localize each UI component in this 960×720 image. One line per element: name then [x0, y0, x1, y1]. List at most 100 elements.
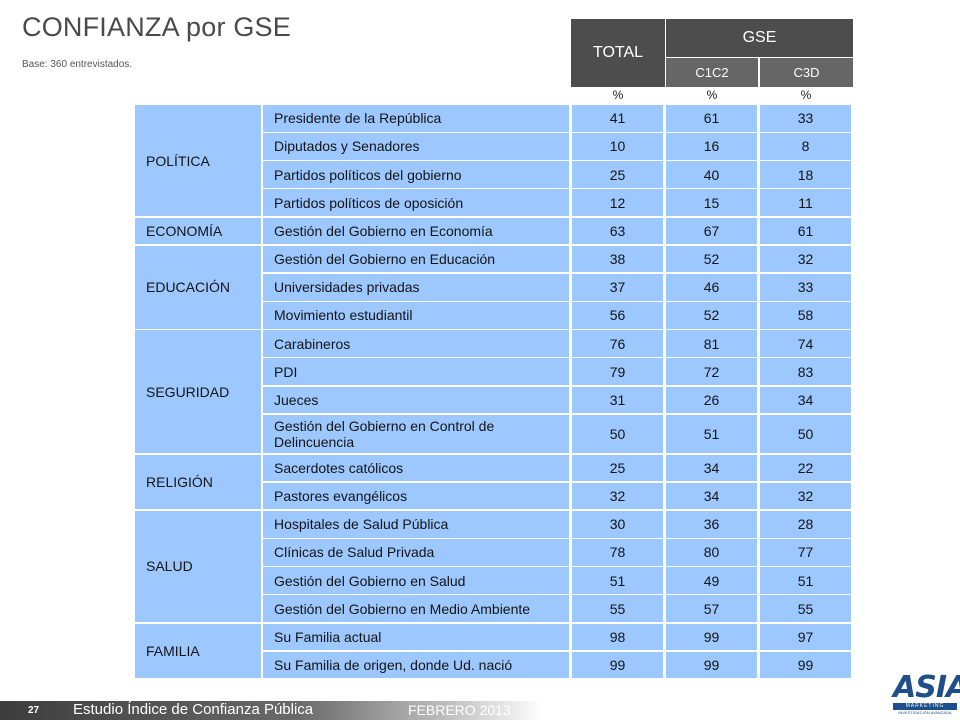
asia-logo: ASIA MARKETING INVESTIGACIÓN AVANZADA — [893, 670, 960, 717]
value-c3d: 22 — [760, 454, 851, 482]
value-c1c2: 16 — [666, 133, 757, 160]
value-c1c2: 80 — [666, 539, 757, 566]
row-label: Sacerdotes católicos — [263, 454, 569, 482]
footer-study-title: Estudio Índice de Confianza Pública — [73, 701, 314, 718]
row-label: Movimiento estudiantil — [263, 302, 569, 329]
row-label: Carabineros — [263, 330, 569, 357]
category-label: EDUCACIÓN — [135, 245, 261, 329]
value-c3d: 61 — [760, 217, 851, 245]
footer-bar — [0, 701, 542, 720]
value-c3d: 51 — [760, 567, 851, 594]
value-c1c2: 99 — [666, 623, 757, 651]
value-c3d: 58 — [760, 302, 851, 329]
category-label: FAMILIA — [135, 623, 261, 679]
value-total: 25 — [572, 454, 663, 482]
value-total: 37 — [572, 273, 663, 301]
value-total: 31 — [572, 386, 663, 414]
value-c3d: 74 — [760, 330, 851, 357]
value-c3d: 97 — [760, 623, 851, 651]
logo-text: ASIA — [893, 670, 960, 705]
row-label: Hospitales de Salud Pública — [263, 510, 569, 538]
value-c3d: 33 — [760, 105, 851, 132]
header-sub-c1c2: C1C2 — [666, 58, 758, 87]
value-total: 56 — [572, 302, 663, 329]
logo-subtext: MARKETING — [893, 703, 957, 710]
row-label: Partidos políticos de oposición — [263, 189, 569, 217]
header-gse: GSE — [666, 19, 853, 57]
value-c1c2: 57 — [666, 595, 757, 623]
value-c1c2: 72 — [666, 358, 757, 385]
row-label: PDI — [263, 358, 569, 385]
pct-label-total: % — [612, 88, 624, 102]
value-total: 99 — [572, 651, 663, 679]
value-total: 98 — [572, 623, 663, 651]
value-c3d: 11 — [760, 189, 851, 217]
row-label: Gestión del Gobierno en Economía — [263, 217, 569, 245]
value-c3d: 55 — [760, 595, 851, 623]
value-total: 10 — [572, 133, 663, 160]
value-c1c2: 49 — [666, 567, 757, 594]
header-total: TOTAL — [571, 19, 665, 87]
value-c3d: 28 — [760, 510, 851, 538]
value-c3d: 32 — [760, 245, 851, 273]
row-label: Jueces — [263, 386, 569, 414]
value-c3d: 32 — [760, 482, 851, 510]
value-c1c2: 15 — [666, 189, 757, 217]
value-c3d: 77 — [760, 539, 851, 566]
value-c3d: 99 — [760, 651, 851, 679]
value-c1c2: 26 — [666, 386, 757, 414]
header-sub-c3d: C3D — [760, 58, 853, 87]
value-total: 79 — [572, 358, 663, 385]
row-label: Gestión del Gobierno en Control de Delin… — [263, 414, 569, 454]
row-label: Diputados y Senadores — [263, 133, 569, 160]
logo-tagline: INVESTIGACIÓN AVANZADA — [898, 710, 952, 715]
value-c1c2: 61 — [666, 105, 757, 132]
value-c1c2: 99 — [666, 651, 757, 679]
value-total: 12 — [572, 189, 663, 217]
base-note: Base: 360 entrevistados. — [22, 59, 133, 70]
page-title: CONFIANZA por GSE — [22, 12, 291, 42]
row-label: Gestión del Gobierno en Salud — [263, 567, 569, 594]
value-c1c2: 34 — [666, 454, 757, 482]
value-c1c2: 34 — [666, 482, 757, 510]
value-total: 76 — [572, 330, 663, 357]
row-label: Su Familia actual — [263, 623, 569, 651]
value-total: 63 — [572, 217, 663, 245]
row-label: Gestión del Gobierno en Educación — [263, 245, 569, 273]
row-label: Su Familia de origen, donde Ud. nació — [263, 651, 569, 679]
category-label: SEGURIDAD — [135, 330, 261, 454]
value-total: 41 — [572, 105, 663, 132]
value-c1c2: 36 — [666, 510, 757, 538]
row-label: Clínicas de Salud Privada — [263, 539, 569, 566]
value-c1c2: 52 — [666, 245, 757, 273]
page-number: 27 — [28, 705, 40, 716]
category-label: POLÍTICA — [135, 105, 261, 217]
row-label: Partidos políticos del gobierno — [263, 161, 569, 188]
value-c1c2: 52 — [666, 302, 757, 329]
value-total: 25 — [572, 161, 663, 188]
value-total: 38 — [572, 245, 663, 273]
value-c1c2: 81 — [666, 330, 757, 357]
row-label: Gestión del Gobierno en Medio Ambiente — [263, 595, 569, 623]
value-total: 78 — [572, 539, 663, 566]
value-c3d: 8 — [760, 133, 851, 160]
row-label: Universidades privadas — [263, 273, 569, 301]
value-c1c2: 51 — [666, 414, 757, 454]
value-total: 55 — [572, 595, 663, 623]
value-c1c2: 46 — [666, 273, 757, 301]
pct-label-c1c2: % — [706, 88, 718, 102]
pct-label-c3d: % — [800, 88, 812, 102]
value-total: 30 — [572, 510, 663, 538]
row-label: Pastores evangélicos — [263, 482, 569, 510]
value-c3d: 18 — [760, 161, 851, 188]
value-c3d: 33 — [760, 273, 851, 301]
value-c3d: 83 — [760, 358, 851, 385]
category-label: SALUD — [135, 510, 261, 623]
value-c3d: 50 — [760, 414, 851, 454]
value-total: 51 — [572, 567, 663, 594]
category-label: RELIGIÓN — [135, 454, 261, 510]
value-c1c2: 40 — [666, 161, 757, 188]
value-total: 50 — [572, 414, 663, 454]
footer-date: FEBRERO 2013 — [408, 702, 511, 718]
value-c3d: 34 — [760, 386, 851, 414]
